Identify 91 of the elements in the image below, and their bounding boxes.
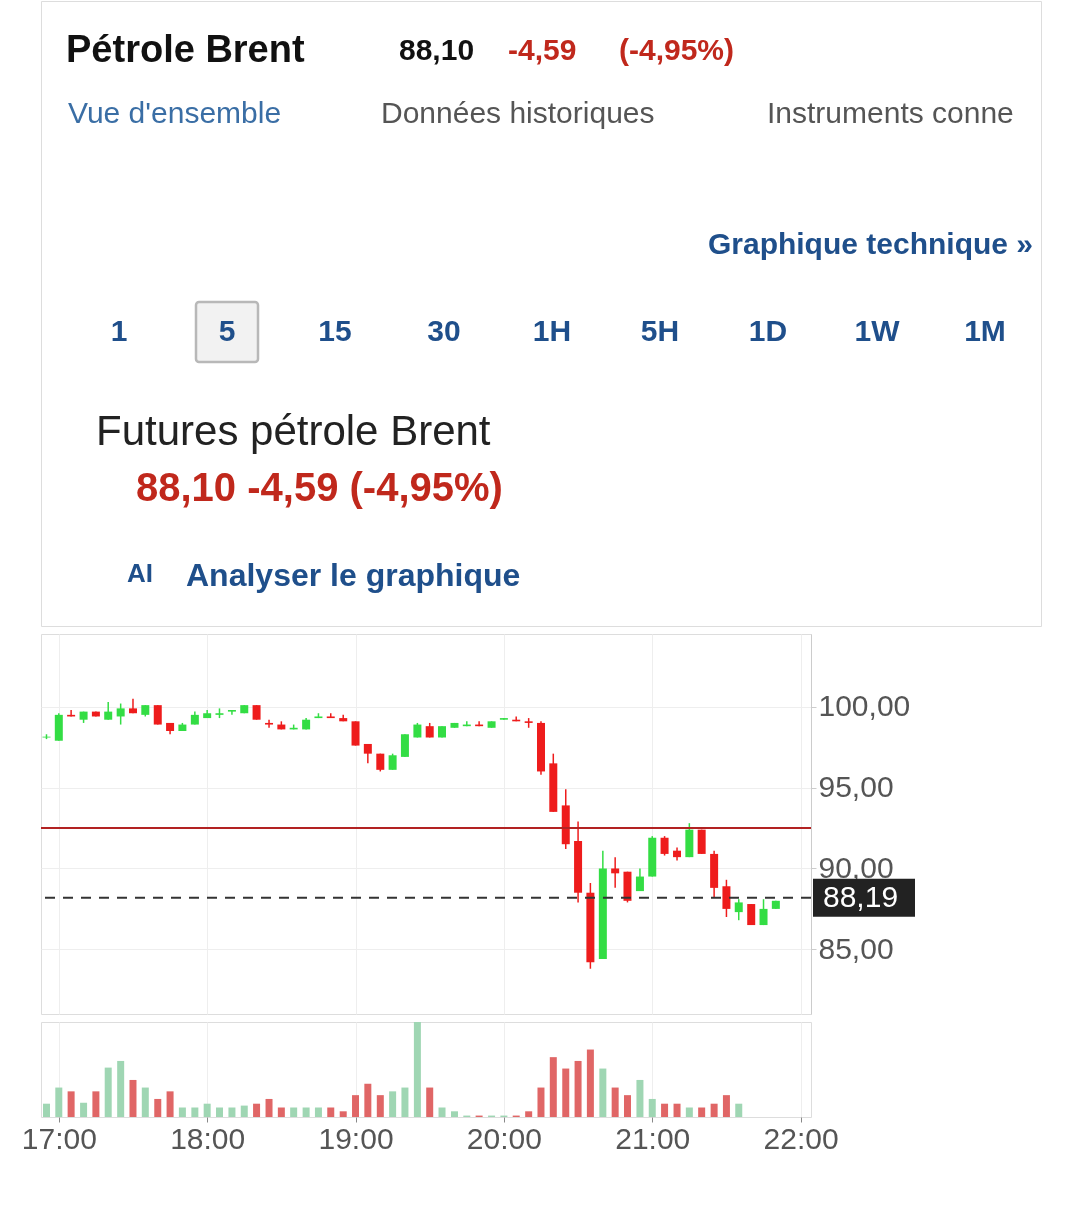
x-tick-label: 21:00: [615, 1121, 691, 1155]
text: 1: [110, 314, 128, 347]
bar: [413, 1022, 421, 1117]
bar: [290, 1107, 298, 1117]
bar: [253, 1103, 261, 1117]
bar: [389, 1091, 397, 1117]
text: Analyser le graphique: [186, 557, 521, 593]
bar: [240, 1105, 248, 1117]
bar: [265, 1098, 273, 1117]
text: 1W: [854, 314, 901, 347]
bar: [364, 1083, 372, 1117]
bar: [673, 1103, 681, 1117]
bar: [623, 1095, 631, 1117]
bar: [141, 1087, 149, 1117]
bar: [636, 1079, 644, 1117]
bar: [42, 1103, 50, 1117]
candlestick: [153, 704, 162, 726]
text: 5H: [640, 314, 680, 347]
candlestick: [611, 856, 620, 889]
bar: [549, 1057, 557, 1117]
bar: [339, 1111, 347, 1117]
bar: [525, 1111, 533, 1117]
candlestick: [265, 718, 274, 729]
y-tick-label: 85,00: [818, 931, 894, 965]
bar: [710, 1103, 718, 1117]
chart-subtitle: 88,10 -4,59 (-4,95%): [136, 465, 503, 509]
bar: [314, 1107, 322, 1117]
candlestick: [660, 835, 669, 857]
bar: [648, 1098, 656, 1117]
bar: [698, 1107, 706, 1117]
x-tick-label: 20:00: [466, 1121, 542, 1155]
bar: [203, 1103, 211, 1117]
bar: [352, 1095, 360, 1117]
bar: [166, 1091, 174, 1117]
bar: [55, 1087, 63, 1117]
text: (-4,95%): [619, 33, 735, 66]
text: 1H: [532, 314, 572, 347]
text: Graphique technique »: [707, 227, 1033, 260]
text: 30: [427, 314, 461, 347]
bar: [599, 1068, 607, 1117]
candlestick: [722, 879, 731, 918]
x-tick-label: 17:00: [21, 1121, 97, 1155]
text: 5: [218, 314, 236, 347]
x-tick-label: 18:00: [170, 1121, 246, 1155]
bar: [67, 1091, 75, 1117]
text: Vue d'ensemble: [68, 96, 282, 129]
bar: [611, 1087, 619, 1117]
y-tick-label: 100,00: [818, 689, 911, 723]
text: 88,10: [399, 33, 475, 66]
text: 1M: [964, 314, 1006, 347]
bar: [685, 1107, 693, 1117]
bar: [80, 1102, 88, 1117]
bar: [537, 1087, 545, 1117]
y-tick-label: 95,00: [818, 770, 894, 804]
bar: [574, 1060, 582, 1117]
text: Pétrole Brent: [66, 28, 305, 70]
bar: [426, 1087, 434, 1117]
bar: [228, 1107, 236, 1117]
bar: [450, 1111, 458, 1117]
bar: [129, 1079, 137, 1117]
candlestick: [734, 898, 743, 921]
bar: [562, 1068, 570, 1117]
text: Instruments conne: [767, 96, 1014, 129]
bar: [302, 1107, 310, 1117]
bar: [92, 1091, 100, 1117]
bar: [586, 1049, 594, 1117]
chart-title: Futures pétrole Brent: [96, 407, 491, 454]
bar: [277, 1107, 285, 1117]
bar: [735, 1103, 743, 1117]
bar: [117, 1060, 125, 1117]
bar: [215, 1107, 223, 1117]
bar: [376, 1095, 384, 1117]
candlestick: [400, 733, 409, 758]
text: 1D: [748, 314, 788, 347]
bar: [661, 1103, 669, 1117]
bar: [104, 1067, 112, 1117]
bar: [722, 1095, 730, 1117]
bar: [438, 1107, 446, 1117]
bar: [178, 1107, 186, 1117]
text: -4,59: [508, 33, 577, 66]
bar: [401, 1087, 409, 1117]
bar: [191, 1107, 199, 1117]
candlestick: [116, 702, 125, 726]
candlestick: [759, 898, 768, 926]
bar: [327, 1107, 335, 1117]
text: AI: [127, 558, 153, 588]
text: Données historiques: [381, 96, 655, 129]
text: 15: [318, 314, 352, 347]
x-tick-label: 19:00: [318, 1121, 394, 1155]
x-tick-label: 22:00: [763, 1121, 839, 1155]
bar: [154, 1098, 162, 1117]
